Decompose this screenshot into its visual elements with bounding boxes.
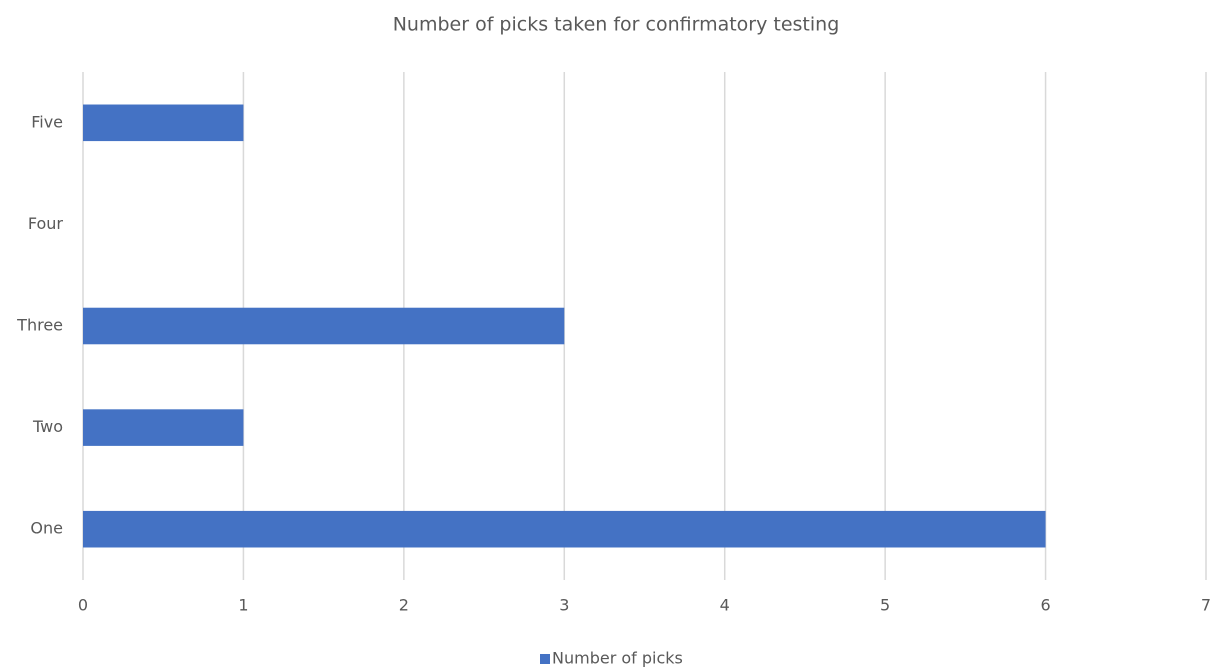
y-tick-label: One [30, 519, 63, 538]
x-tick-label: 4 [720, 596, 730, 615]
bar [83, 409, 244, 446]
y-tick-label: Two [32, 417, 63, 436]
x-tick-label: 7 [1201, 596, 1211, 615]
y-tick-label: Four [28, 214, 64, 233]
bar [83, 307, 565, 345]
x-tick-label: 1 [238, 596, 248, 615]
legend-swatch [540, 654, 550, 664]
bar [83, 510, 1046, 548]
x-tick-label: 2 [399, 596, 409, 615]
legend-label: Number of picks [552, 649, 683, 668]
x-tick-label: 5 [880, 596, 890, 615]
x-tick-label: 3 [559, 596, 569, 615]
y-tick-label: Three [16, 316, 63, 335]
bar [83, 104, 244, 142]
chart-title: Number of picks taken for confirmatory t… [393, 14, 840, 36]
x-tick-label: 0 [78, 596, 88, 615]
y-tick-label: Five [31, 112, 63, 131]
x-tick-label: 6 [1040, 596, 1050, 615]
